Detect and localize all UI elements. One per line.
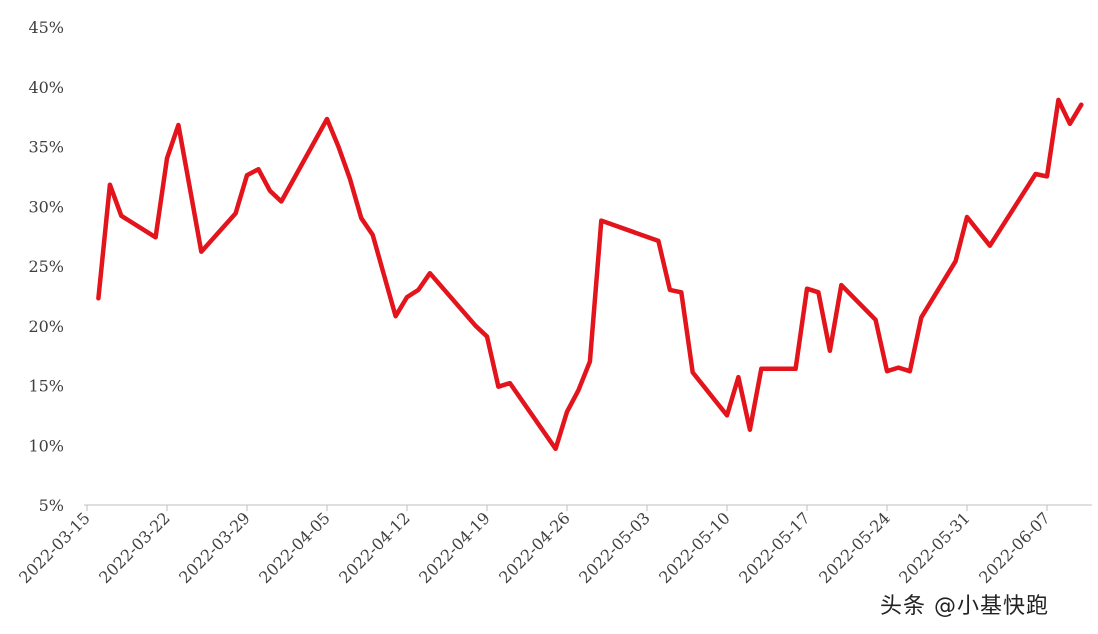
y-tick-label: 15% [28,377,64,396]
x-tick-label: 2022-05-03 [575,508,654,587]
x-tick-label: 2022-03-22 [95,508,174,587]
y-tick-label: 35% [28,138,64,157]
x-tick-label: 2022-04-05 [255,508,334,587]
x-tick-label: 2022-05-17 [735,508,814,587]
x-tick-label: 2022-05-10 [655,508,734,587]
x-tick-label: 2022-04-26 [495,508,574,587]
series-line [96,97,1084,452]
x-tick-label: 2022-03-15 [15,508,94,587]
y-tick-label: 10% [28,436,64,455]
x-axis: 2022-03-15 2022-03-22 2022-03-29 2022-04-05… [15,505,1054,587]
y-tick-label: 40% [28,78,64,97]
x-tick-label: 2022-06-07 [975,508,1054,587]
y-axis: 5% 10% 15% 20% 25% 30% 35% 40% 45% [28,18,64,515]
x-tick-label: 2022-05-24 [815,508,894,587]
y-tick-label: 30% [28,197,64,216]
x-tick-label: 2022-03-29 [175,508,254,587]
x-tick-label: 2022-05-31 [895,508,974,587]
y-tick-label: 25% [28,257,64,276]
y-tick-label: 5% [39,496,64,515]
series-group [96,97,1084,452]
x-tick-label: 2022-04-12 [335,508,414,587]
watermark: 头条 @小基快跑 [880,594,1049,619]
y-tick-label: 20% [28,317,64,336]
x-tick-label: 2022-04-19 [415,508,494,587]
y-tick-label: 45% [28,18,64,37]
